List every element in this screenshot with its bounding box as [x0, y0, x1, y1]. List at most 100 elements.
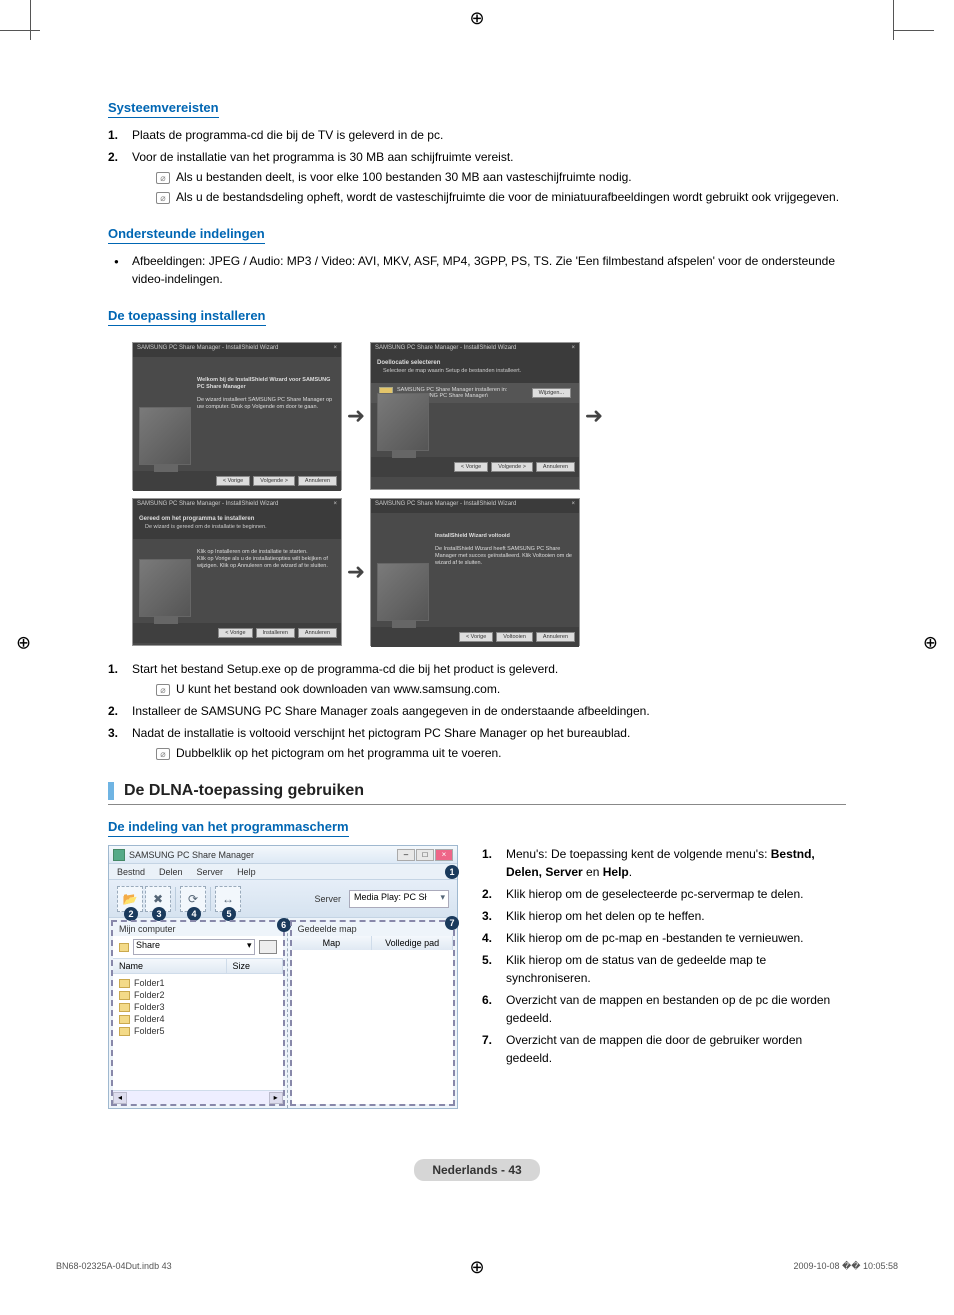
scrollbar[interactable]: ◂ ▸ [113, 1090, 283, 1104]
cancel-button[interactable]: Annuleren [298, 476, 337, 486]
text: Menu's: De toepassing kent de volgende m… [506, 847, 815, 879]
cancel-button[interactable]: Annuleren [536, 632, 575, 642]
close-icon: × [333, 501, 337, 511]
back-button[interactable]: < Vorige [454, 462, 488, 472]
crop-line [30, 0, 31, 40]
list-item: 6.Overzicht van de mappen en bestanden o… [506, 991, 846, 1027]
close-button[interactable]: × [435, 849, 453, 861]
back-button[interactable]: < Vorige [216, 476, 250, 486]
heading-installeren: De toepassing installeren [108, 308, 266, 326]
list-item: 2.Installeer de SAMSUNG PC Share Manager… [132, 702, 846, 720]
folder-row[interactable]: Folder4 [119, 1013, 277, 1025]
badge-6: 6 [277, 918, 291, 932]
heading-systeemvereisten: Systeemvereisten [108, 100, 219, 118]
folder-row[interactable]: Folder3 [119, 1001, 277, 1013]
list-item: 5.Klik hierop om de status van de gedeel… [506, 951, 846, 987]
refresh-button[interactable]: ⟳4 [180, 886, 206, 912]
col-size: Size [227, 959, 283, 973]
server-dropdown[interactable]: Media Play: PC Sł [349, 890, 449, 908]
heading-bar [108, 782, 114, 800]
wizard-step-1: SAMSUNG PC Share Manager - InstallShield… [132, 342, 342, 490]
close-icon: × [571, 345, 575, 355]
crop-line [894, 30, 934, 31]
monitor-icon [139, 559, 191, 617]
scroll-left-icon[interactable]: ◂ [113, 1092, 127, 1104]
arrow-icon: ➜ [342, 559, 370, 585]
install-button[interactable]: Installeren [256, 628, 295, 638]
share-dropdown[interactable]: Share ▾ [133, 939, 255, 955]
menu-bestnd[interactable]: Bestnd [117, 867, 145, 877]
doc-filename: BN68-02325A-04Dut.indb 43 [56, 1261, 172, 1272]
register-mark-right: ⊕ [923, 633, 938, 654]
right-pane-title: Gedeelde map [292, 922, 453, 936]
app-toolbar: 📂2 ✖3 ⟳4 ↔5 Server Media Play: PC Sł [109, 880, 457, 918]
folder-row[interactable]: Folder5 [119, 1025, 277, 1037]
folder-row[interactable]: Folder1 [119, 977, 277, 989]
browse-button[interactable]: Wijzigen... [532, 388, 571, 398]
app-logo-icon [113, 849, 125, 861]
maximize-button[interactable]: □ [416, 849, 434, 861]
app-titlebar: SAMSUNG PC Share Manager – □ × [109, 846, 457, 864]
list-item: 7.Overzicht van de mappen die door de ge… [506, 1031, 846, 1067]
wizard-subtext: De wizard is gereed om de installatie te… [139, 522, 335, 536]
sync-button[interactable]: ↔5 [215, 886, 241, 912]
badge-2: 2 [124, 907, 138, 921]
list-item: 1.Start het bestand Setup.exe op de prog… [132, 660, 846, 698]
next-button[interactable]: Volgende > [491, 462, 533, 472]
close-icon: × [571, 501, 575, 511]
folder-name: Folder3 [134, 1002, 165, 1012]
menu-help[interactable]: Help [237, 867, 256, 877]
arrow-icon: ➜ [580, 403, 608, 429]
share-button[interactable]: 📂2 [117, 886, 143, 912]
note-icon: ⌀ [156, 172, 170, 184]
note-text: Dubbelklik op het pictogram om het progr… [176, 746, 502, 760]
wizard-body-text: Klik op Installeren om de installatie te… [197, 545, 335, 617]
share-label: Share [136, 940, 160, 950]
list-item: 1.Menu's: De toepassing kent de volgende… [506, 845, 846, 881]
badge-7: 7 [445, 916, 459, 930]
cancel-button[interactable]: Annuleren [298, 628, 337, 638]
heading-indelingen: Ondersteunde indelingen [108, 226, 265, 244]
col-name: Name [113, 959, 227, 973]
back-button[interactable]: < Vorige [459, 632, 493, 642]
note-text: U kunt het bestand ook downloaden van ww… [176, 682, 500, 696]
monitor-icon [377, 563, 429, 621]
badge-1: 1 [445, 865, 459, 879]
text: Overzicht van de mappen en bestanden op … [506, 993, 830, 1025]
unshare-button[interactable]: ✖3 [145, 886, 171, 912]
back-button[interactable]: < Vorige [218, 628, 252, 638]
wizard-title: SAMSUNG PC Share Manager - InstallShield… [137, 345, 278, 355]
close-icon: × [333, 345, 337, 355]
finish-button[interactable]: Voltooien [496, 632, 533, 642]
text: Klik hierop om het delen op te heffen. [506, 909, 705, 923]
badge-5: 5 [222, 907, 236, 921]
text: Klik hierop om de status van de gedeelde… [506, 953, 766, 985]
folder-row[interactable]: Folder2 [119, 989, 277, 1001]
wizard-subtext: De wizard installeert SAMSUNG PC Share M… [197, 397, 335, 411]
list-item: 1.Plaats de programma-cd die bij de TV i… [132, 126, 846, 144]
note-icon: ⌀ [156, 684, 170, 696]
heading-programmascherm: De indeling van het programmascherm [108, 819, 349, 837]
minimize-button[interactable]: – [397, 849, 415, 861]
text: Afbeeldingen: JPEG / Audio: MP3 / Video:… [132, 254, 835, 286]
folder-icon [119, 943, 129, 952]
shared-folder-list [292, 950, 453, 1104]
list-item: 2.Voor de installatie van het programma … [132, 148, 846, 206]
folder-name: Folder1 [134, 978, 165, 988]
badge-4: 4 [187, 907, 201, 921]
server-value: Media Play: PC Sł [354, 892, 427, 902]
register-mark-bottom: ⊕ [469, 1257, 484, 1278]
scroll-right-icon[interactable]: ▸ [269, 1092, 283, 1104]
next-button[interactable]: Volgende > [253, 476, 295, 486]
wizard-subtext: Selecteer de map waarin Setup de bestand… [377, 366, 573, 380]
register-mark-top: ⊕ [469, 8, 484, 29]
menu-delen[interactable]: Delen [159, 867, 183, 877]
folder-icon [119, 991, 130, 1000]
folder-icon [119, 1015, 130, 1024]
envelope-icon[interactable] [259, 940, 277, 954]
cancel-button[interactable]: Annuleren [536, 462, 575, 472]
menu-server[interactable]: Server [197, 867, 224, 877]
text: Start het bestand Setup.exe op de progra… [132, 662, 558, 676]
wizard-heading: Welkom bij de InstallShield Wizard voor … [197, 377, 335, 391]
toolbar-separator [175, 887, 176, 911]
